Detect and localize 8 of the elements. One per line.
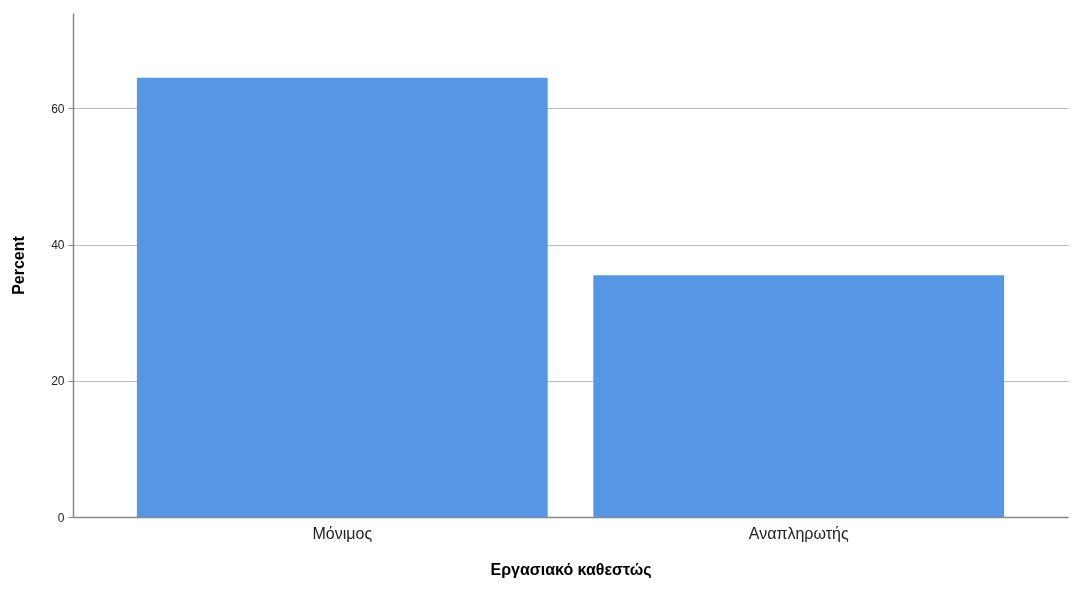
y-tick-label: 0 bbox=[57, 510, 65, 525]
x-tick-label: Μόνιμος bbox=[312, 524, 373, 542]
x-tick-label: Αναπληρωτής bbox=[748, 524, 849, 542]
y-tick-label: 60 bbox=[51, 101, 65, 116]
y-tick-label: 20 bbox=[51, 374, 65, 389]
y-axis-title: Percent bbox=[10, 235, 28, 295]
x-axis-title: Εργασιακό καθεστώς bbox=[490, 560, 652, 579]
y-tick-label: 40 bbox=[51, 238, 65, 253]
